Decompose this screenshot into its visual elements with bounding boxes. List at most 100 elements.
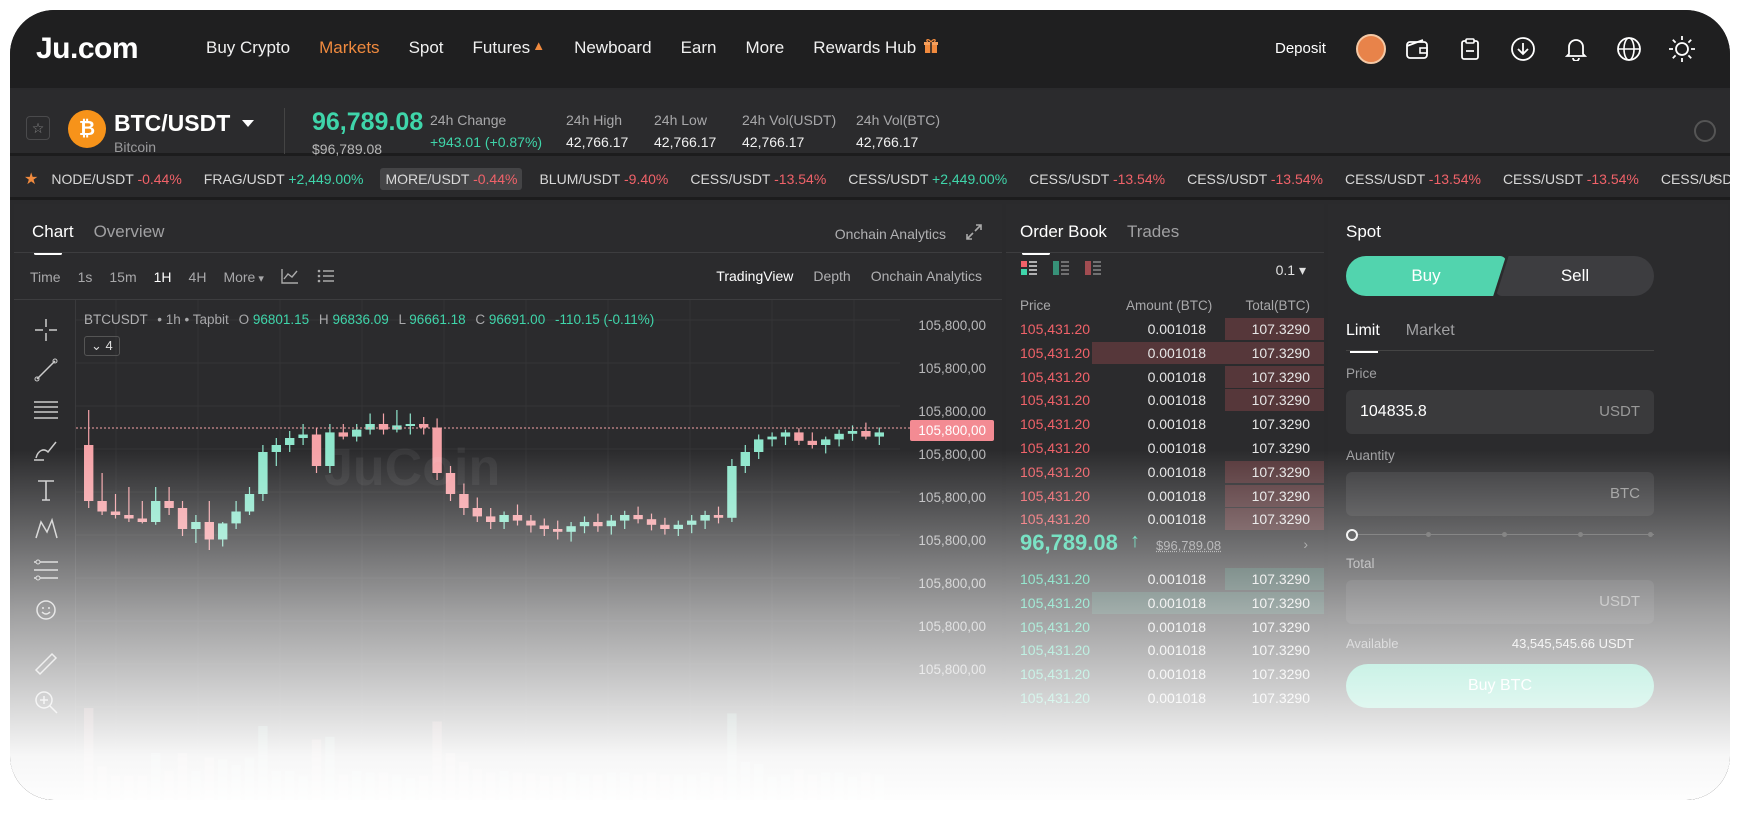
fib-icon[interactable]: [32, 396, 60, 424]
ruler-icon[interactable]: [32, 650, 60, 678]
volume-bar: [754, 763, 764, 800]
view-onchain-analytics[interactable]: Onchain Analytics: [870, 268, 982, 284]
ask-row[interactable]: 105,431.20 0.001018 107.3290: [1006, 436, 1324, 460]
market-marquee: ★ NODE/USDT -0.44% FRAG/USDT +2,449.00% MO…: [10, 160, 1730, 200]
marquee-change: -13.54%: [1586, 170, 1639, 187]
settings-gear-icon[interactable]: [1694, 120, 1716, 142]
globe-icon[interactable]: [1614, 34, 1644, 64]
marquee-item[interactable]: CESS/USDT -13.54%: [1182, 168, 1328, 190]
timeframe-1s[interactable]: 1s: [77, 269, 93, 285]
marquee-item[interactable]: NODE/USDT -0.44%: [46, 168, 186, 190]
ask-row[interactable]: 105,431.20 0.001018 107.3290: [1006, 341, 1324, 365]
order-type-limit[interactable]: Limit: [1346, 322, 1380, 353]
marquee-item[interactable]: CESS/USDT -13.54%: [1498, 168, 1644, 190]
expand-icon[interactable]: [964, 222, 986, 244]
divider: [284, 108, 285, 154]
marquee-item[interactable]: MORE/USDT -0.44%: [380, 167, 523, 190]
bid-row[interactable]: 105,431.20 0.001018 107.3290: [1006, 591, 1324, 615]
row-amount: 0.001018: [1147, 511, 1206, 528]
logo[interactable]: Ju.com: [36, 32, 139, 65]
bid-row[interactable]: 105,431.20 0.001018 107.3290: [1006, 567, 1324, 591]
sell-tab[interactable]: Sell: [1496, 256, 1654, 296]
deposit-button[interactable]: Deposit: [1275, 40, 1326, 57]
timeframe-15m[interactable]: 15m: [109, 269, 137, 285]
timeframe-time[interactable]: Time: [30, 269, 61, 285]
view-depth[interactable]: Depth: [813, 268, 851, 284]
onchain-analytics-link[interactable]: Onchain Analytics: [834, 226, 946, 242]
book-bids-icon[interactable]: [1052, 260, 1070, 276]
ask-row[interactable]: 105,431.20 0.001018 107.3290: [1006, 365, 1324, 389]
download-icon[interactable]: [1508, 34, 1538, 64]
chevron-right-icon[interactable]: ›: [1710, 170, 1716, 187]
marquee-item[interactable]: CESS/USDT -13.54%: [1340, 168, 1486, 190]
chevron-down-icon[interactable]: [242, 120, 254, 127]
chevron-right-icon[interactable]: ›: [1303, 536, 1308, 552]
amount-slider[interactable]: [1346, 529, 1654, 541]
marquee-item[interactable]: CESS/USDT -13.54%: [1024, 168, 1170, 190]
nav-item-markets[interactable]: Markets: [319, 38, 380, 57]
candle-body: [164, 501, 174, 508]
avatar[interactable]: [1356, 34, 1386, 64]
buy-tab[interactable]: Buy: [1346, 256, 1506, 296]
crosshair-icon[interactable]: [32, 316, 60, 344]
view-tradingview[interactable]: TradingView: [716, 268, 794, 284]
tab-order-book[interactable]: Order Book: [1020, 222, 1107, 255]
slider-handle[interactable]: [1346, 529, 1358, 541]
nav-item-futures[interactable]: Futures: [472, 38, 531, 57]
text-icon[interactable]: [32, 476, 60, 504]
sun-icon[interactable]: [1667, 34, 1697, 64]
book-asks-icon[interactable]: [1084, 260, 1102, 276]
emoji-icon[interactable]: [32, 596, 60, 624]
buy-submit-button[interactable]: Buy BTC: [1346, 664, 1654, 708]
chart-settings-list-icon[interactable]: [317, 268, 337, 286]
brush-icon[interactable]: [32, 436, 60, 464]
ask-row[interactable]: 105,431.20 0.001018 107.3290: [1006, 484, 1324, 508]
marquee-item[interactable]: CESS/USDT +2,449.00%: [843, 168, 1012, 190]
tab-chart[interactable]: Chart: [32, 222, 74, 255]
nav-item-spot[interactable]: Spot: [408, 38, 444, 57]
ask-row[interactable]: 105,431.20 0.001018 107.3290: [1006, 412, 1324, 436]
marquee-item[interactable]: BLUM/USDT -9.40%: [534, 168, 673, 190]
nav-item-rewards-hub[interactable]: Rewards Hub: [813, 38, 917, 57]
nav-item-earn[interactable]: Earn: [680, 38, 717, 57]
nav-item-newboard[interactable]: Newboard: [574, 38, 652, 57]
price-step-select[interactable]: 0.1 ▾: [1275, 262, 1306, 278]
volume-bar: [740, 762, 750, 800]
measure-lines-icon[interactable]: [32, 556, 60, 584]
timeframe-1h[interactable]: 1H: [153, 269, 172, 285]
ask-row[interactable]: 105,431.20 0.001018 107.3290: [1006, 507, 1324, 531]
volume-bar: [110, 775, 121, 800]
orders-icon[interactable]: [1455, 34, 1485, 64]
indicators-toggle[interactable]: ⌄ 4: [84, 336, 120, 356]
bid-row[interactable]: 105,431.20 0.001018 107.3290: [1006, 686, 1324, 710]
timeframe-4h[interactable]: 4H: [188, 269, 207, 285]
total-input[interactable]: USDT: [1346, 580, 1654, 624]
tab-overview[interactable]: Overview: [93, 222, 165, 241]
ask-row[interactable]: 105,431.20 0.001018 107.3290: [1006, 317, 1324, 341]
marquee-item[interactable]: FRAG/USDT +2,449.00%: [199, 168, 369, 190]
price-chart[interactable]: JuCoin BTCUSDT • 1h • Tapbit O 96801.15 …: [76, 300, 1000, 800]
wallet-icon[interactable]: [1402, 34, 1432, 64]
zoom-in-icon[interactable]: [32, 688, 60, 716]
bid-row[interactable]: 105,431.20 0.001018 107.3290: [1006, 615, 1324, 639]
indicators-icon[interactable]: [281, 268, 301, 286]
trendline-icon[interactable]: [32, 356, 60, 384]
nav-item-more[interactable]: More: [745, 38, 785, 57]
favorite-star-icon[interactable]: ☆: [26, 116, 50, 140]
bid-row[interactable]: 105,431.20 0.001018 107.3290: [1006, 662, 1324, 686]
order-type-market[interactable]: Market: [1405, 322, 1455, 339]
quantity-input[interactable]: BTC: [1346, 472, 1654, 516]
marquee-item[interactable]: CESS/USDT -13.54%: [685, 168, 831, 190]
ask-row[interactable]: 105,431.20 0.001018 107.3290: [1006, 388, 1324, 412]
bid-row[interactable]: 105,431.20 0.001018 107.3290: [1006, 638, 1324, 662]
pair-selector[interactable]: BTC/USDT: [114, 110, 231, 136]
pattern-icon[interactable]: [32, 516, 60, 544]
price-input[interactable]: 104835.8 USDT: [1346, 390, 1654, 434]
timeframe-more[interactable]: More: [223, 269, 263, 285]
nav-item-buy-crypto[interactable]: Buy Crypto: [206, 38, 291, 57]
ask-row[interactable]: 105,431.20 0.001018 107.3290: [1006, 460, 1324, 484]
book-both-icon[interactable]: [1020, 260, 1038, 276]
bell-icon[interactable]: [1561, 34, 1591, 64]
tab-trades[interactable]: Trades: [1126, 222, 1180, 241]
marquee-item[interactable]: CESS/USDT: [1656, 168, 1730, 190]
